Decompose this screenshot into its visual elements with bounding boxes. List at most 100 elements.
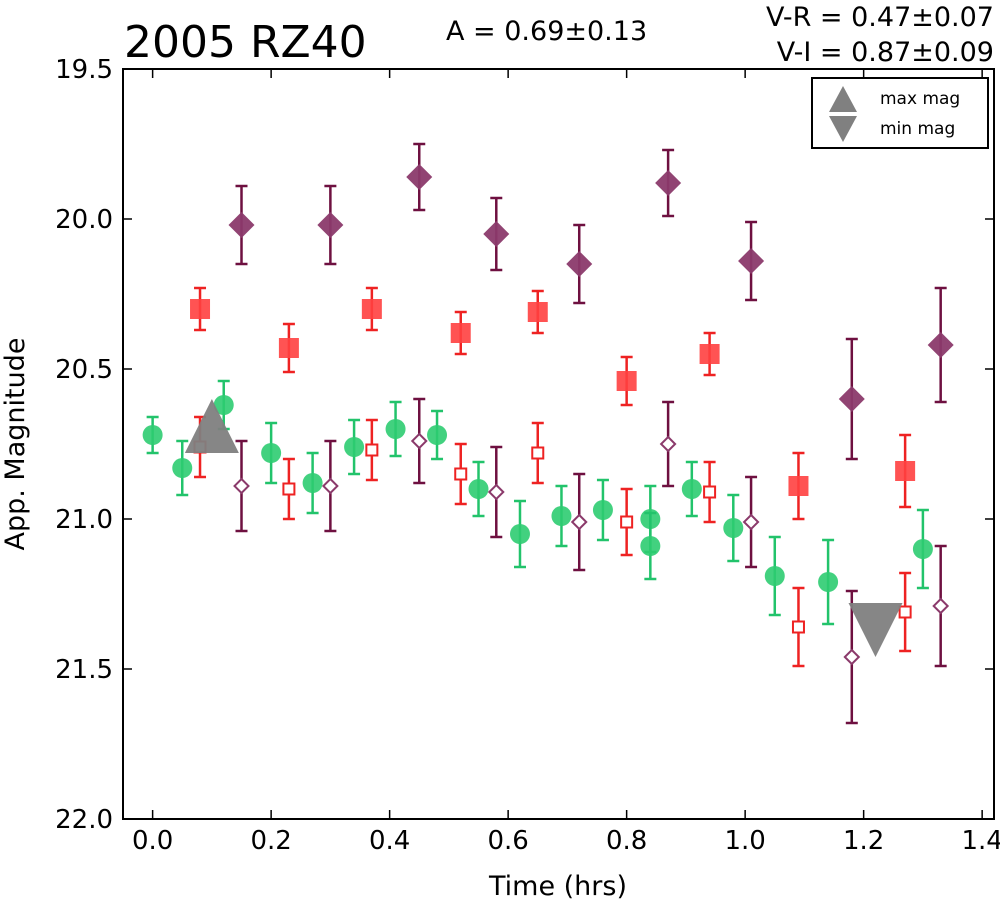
point-marker-diamond (570, 513, 588, 531)
point-marker-circle (385, 419, 406, 439)
point-marker-circle (302, 473, 323, 493)
x-tick-label: 1.0 (724, 826, 765, 856)
data-point (410, 397, 428, 485)
point-marker-circle (681, 479, 702, 499)
data-point (302, 451, 323, 515)
point-marker-square (454, 467, 468, 481)
data-point (723, 493, 744, 563)
color-index-v-r: V-R = 0.47±0.07 (766, 2, 994, 33)
legend: max mag min mag (811, 77, 989, 149)
point-marker-square (791, 620, 805, 634)
data-point (385, 400, 406, 458)
data-point (531, 421, 545, 485)
data-point (172, 439, 193, 497)
point-marker-diamond (566, 251, 593, 277)
data-point (233, 439, 250, 533)
data-point (487, 445, 505, 539)
data-point (344, 418, 365, 476)
point-marker-circle (818, 572, 839, 592)
point-marker-diamond (410, 432, 428, 450)
point-marker-square (450, 323, 471, 343)
legend-triangle-up-icon (829, 86, 857, 112)
point-marker-diamond (843, 648, 861, 666)
point-marker-diamond (483, 221, 510, 247)
data-point (681, 460, 702, 518)
point-marker-diamond (927, 332, 954, 358)
x-tick-label: 0.0 (132, 826, 173, 856)
data-point (616, 355, 637, 407)
point-marker-diamond (321, 477, 339, 495)
point-marker-circle (213, 395, 234, 415)
data-point (791, 586, 805, 668)
data-point (932, 544, 950, 668)
point-marker-diamond (932, 597, 950, 615)
data-point (912, 508, 933, 590)
data-point (509, 499, 530, 569)
point-marker-circle (468, 479, 489, 499)
data-point (699, 331, 720, 377)
point-marker-diamond (738, 248, 765, 274)
axis-ticks: 0.0 0.2 0.4 0.6 0.8 1.0 1.2 1.4 19.5 20.0 20.5 21.0… (55, 55, 1000, 856)
legend-label-min: min mag (880, 119, 955, 139)
point-marker-diamond (742, 513, 760, 531)
point-marker-circle (723, 518, 744, 538)
x-tick-label: 0.6 (487, 826, 528, 856)
point-marker-circle (551, 506, 572, 526)
data-point (659, 400, 677, 488)
point-marker-diamond (659, 435, 677, 453)
plot-area (142, 142, 954, 725)
data-point (468, 460, 489, 518)
data-point (450, 310, 471, 356)
data-point (527, 289, 548, 335)
data-point (427, 409, 448, 461)
point-marker-circle (142, 425, 163, 445)
point-marker-diamond (317, 212, 344, 238)
y-tick-label: 21.0 (55, 505, 113, 535)
point-marker-circle (172, 458, 193, 478)
data-point (361, 286, 382, 332)
point-marker-diamond (406, 164, 433, 190)
chart-title: 2005 RZ40 (124, 17, 367, 68)
point-marker-diamond (655, 170, 682, 196)
point-marker-square (190, 299, 211, 319)
data-point (818, 538, 839, 626)
legend-triangle-down-icon (829, 116, 857, 142)
y-tick-label: 22.0 (55, 805, 113, 835)
plot-frame (122, 68, 995, 820)
data-point (321, 439, 339, 533)
point-marker-circle (912, 539, 933, 559)
y-tick-label: 20.0 (55, 205, 113, 235)
point-marker-circle (261, 443, 282, 463)
data-point (703, 460, 717, 524)
point-marker-square (361, 299, 382, 319)
y-tick-label: 20.5 (55, 355, 113, 385)
data-point (454, 442, 468, 506)
point-marker-diamond (228, 212, 255, 238)
data-point (317, 184, 344, 266)
data-point (788, 451, 809, 521)
x-tick-label: 0.2 (250, 826, 291, 856)
point-marker-circle (344, 437, 365, 457)
data-point (620, 487, 634, 557)
point-marker-diamond (233, 477, 250, 495)
legend-label-max: max mag (880, 89, 960, 109)
min-mag-triangle-down-icon (848, 603, 903, 657)
data-point (640, 511, 661, 581)
data-point (406, 142, 433, 212)
data-point (551, 484, 572, 548)
data-point (838, 337, 865, 461)
point-marker-circle (427, 425, 448, 445)
data-point (592, 478, 613, 542)
max-mag-triangle-up-icon (184, 399, 239, 453)
point-marker-square (703, 485, 717, 499)
point-marker-diamond (838, 386, 865, 412)
point-marker-circle (592, 500, 613, 520)
point-marker-square (620, 515, 634, 529)
point-marker-square (527, 302, 548, 322)
y-tick-label: 21.5 (55, 655, 113, 685)
y-tick-label: 19.5 (55, 55, 113, 85)
amplitude-label: A = 0.69±0.13 (446, 16, 647, 47)
point-marker-square (278, 338, 299, 358)
point-marker-diamond (487, 483, 505, 501)
